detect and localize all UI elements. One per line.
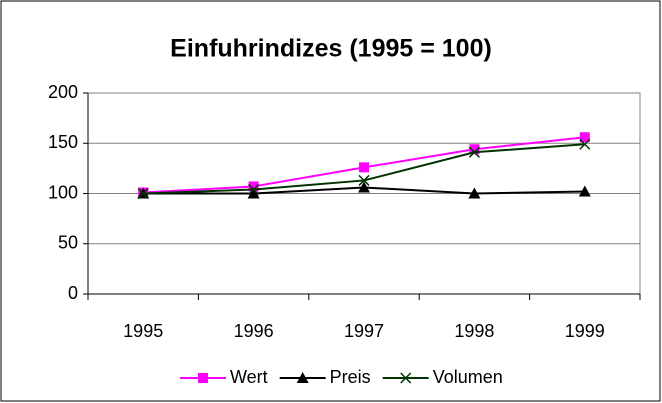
marker — [247, 187, 260, 199]
marker — [248, 181, 259, 192]
y-tick-label: 200 — [48, 82, 78, 102]
marker — [248, 183, 260, 196]
x-tick-label: 1998 — [454, 321, 494, 341]
marker — [579, 138, 591, 150]
x-tick-label: 1997 — [344, 321, 384, 341]
x-tick-label: 1999 — [565, 321, 605, 341]
marker — [579, 132, 590, 143]
marker — [296, 372, 309, 383]
marker — [578, 185, 591, 197]
marker — [358, 174, 370, 186]
y-tick-label: 100 — [48, 182, 78, 202]
marker — [137, 187, 149, 200]
marker — [468, 187, 481, 199]
marker — [468, 146, 480, 158]
marker — [198, 373, 208, 383]
marker — [358, 181, 370, 193]
y-tick-label: 50 — [58, 233, 78, 253]
legend-label: Volumen — [433, 367, 503, 387]
x-tick-label: 1996 — [234, 321, 274, 341]
chart-title: Einfuhrindizes (1995 = 100) — [170, 35, 492, 63]
legend-label: Preis — [330, 367, 371, 387]
x-tick-label: 1995 — [123, 321, 163, 341]
marker — [359, 162, 369, 173]
legend-label: Wert — [230, 367, 268, 387]
marker — [469, 144, 480, 155]
marker — [400, 372, 412, 384]
y-tick-label: 150 — [48, 132, 78, 152]
y-tick-label: 0 — [68, 283, 78, 303]
